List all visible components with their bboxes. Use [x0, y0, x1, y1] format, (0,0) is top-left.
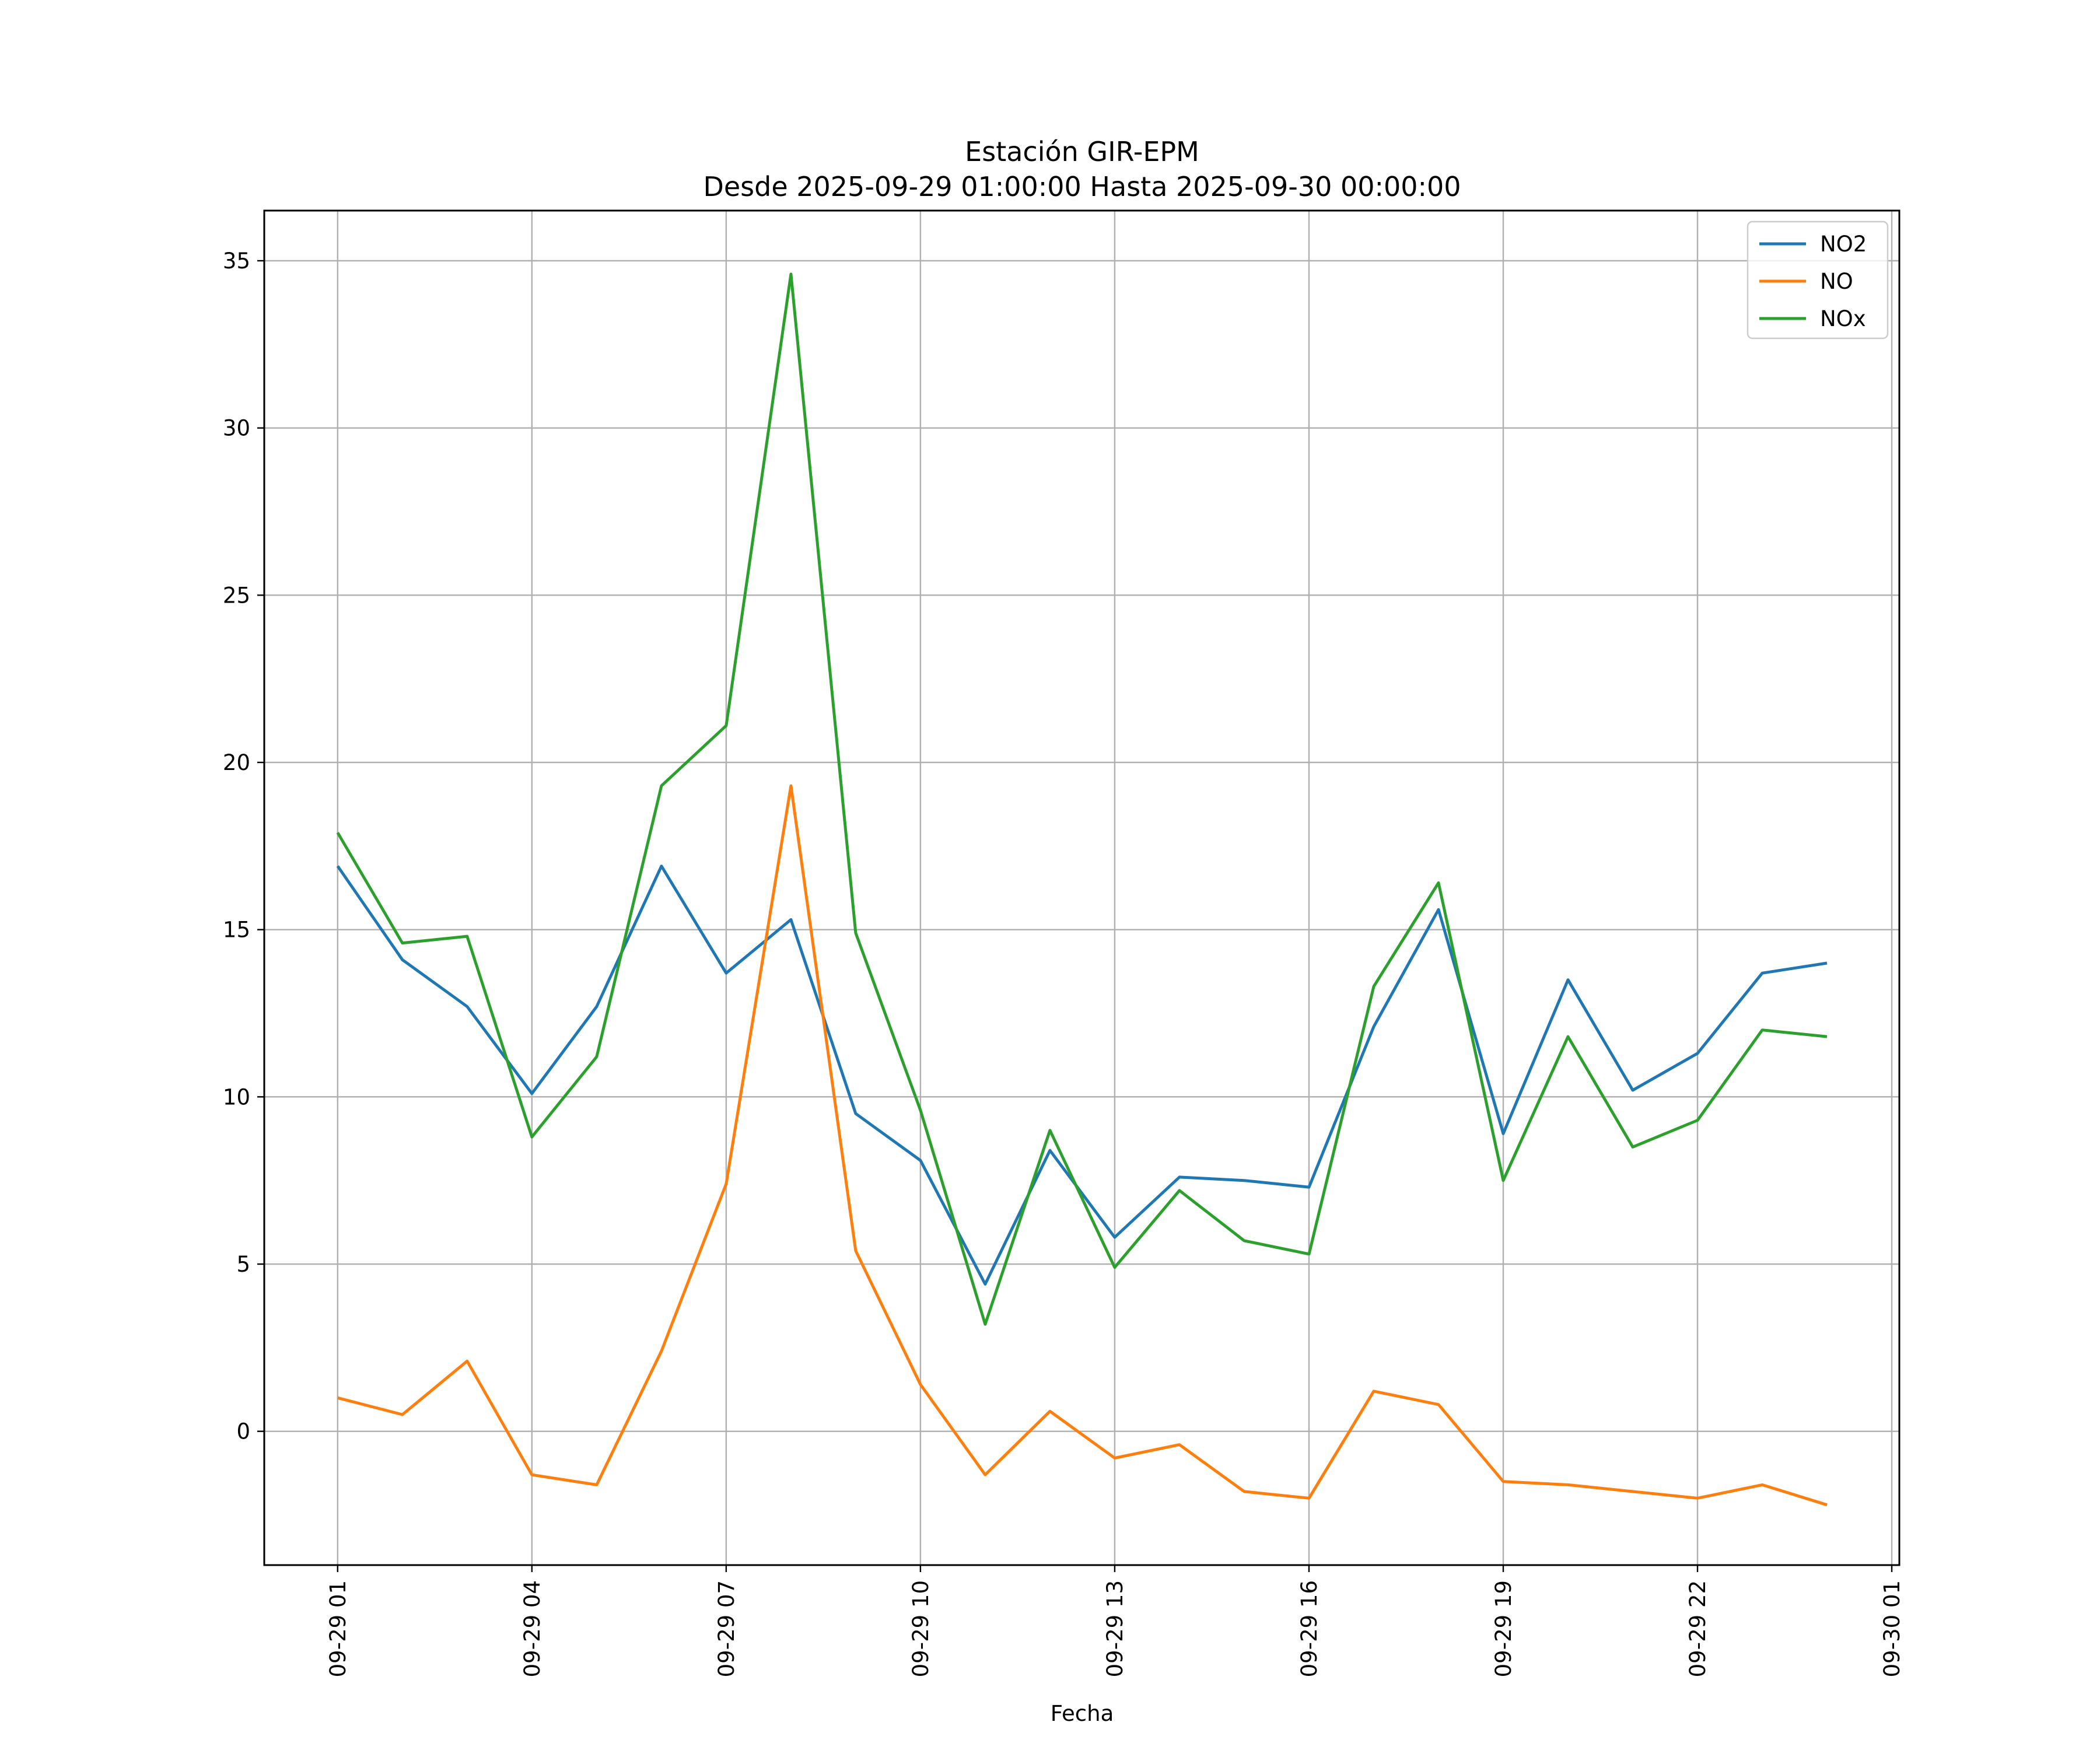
x-axis-label: Fecha — [1051, 1701, 1114, 1726]
y-tick-label: 5 — [236, 1252, 250, 1277]
plot-frame — [263, 209, 1901, 1566]
x-tick-label: 09-29 16 — [1297, 1580, 1322, 1677]
x-tick-label: 09-29 04 — [520, 1580, 545, 1677]
chart-subtitle: Desde 2025-09-29 01:00:00 Hasta 2025-09-… — [703, 171, 1461, 202]
legend-label-no2: NO2 — [1820, 232, 1867, 257]
x-tick-label: 09-29 01 — [326, 1580, 351, 1677]
y-tick-label: 10 — [223, 1084, 250, 1110]
x-tick-label: 09-29 19 — [1491, 1580, 1516, 1677]
series-lines — [336, 272, 1828, 1507]
y-tick-label: 25 — [223, 583, 250, 608]
legend-box — [1746, 220, 1889, 340]
y-tick-label: 35 — [223, 249, 250, 274]
y-tick-label: 0 — [236, 1419, 250, 1444]
legend-label-nox: NOx — [1820, 306, 1866, 331]
grid — [264, 211, 1899, 1565]
legend-label-no: NO — [1820, 269, 1853, 294]
y-tick-label: 30 — [223, 416, 250, 441]
x-tick-label: 09-30 01 — [1880, 1580, 1905, 1677]
x-tick-label: 09-29 22 — [1685, 1580, 1710, 1677]
x-axis: 09-29 01 09-29 04 09-29 07 09-29 10 09-29 13… — [326, 1565, 1905, 1677]
series-line-nox — [336, 272, 1828, 1326]
y-tick-label: 15 — [223, 918, 250, 943]
chart-title: Estación GIR-EPM — [965, 136, 1199, 167]
series-line-no — [337, 784, 1828, 1507]
x-tick-label: 09-29 13 — [1102, 1580, 1128, 1677]
y-tick-label: 20 — [223, 750, 250, 775]
series-line-no2 — [336, 864, 1828, 1286]
legend: NO2 NO NOx — [1746, 220, 1889, 340]
y-axis: 0 5 10 15 20 25 30 35 — [223, 249, 264, 1444]
x-tick-label: 09-29 10 — [908, 1580, 933, 1677]
x-tick-label: 09-29 07 — [714, 1580, 739, 1677]
